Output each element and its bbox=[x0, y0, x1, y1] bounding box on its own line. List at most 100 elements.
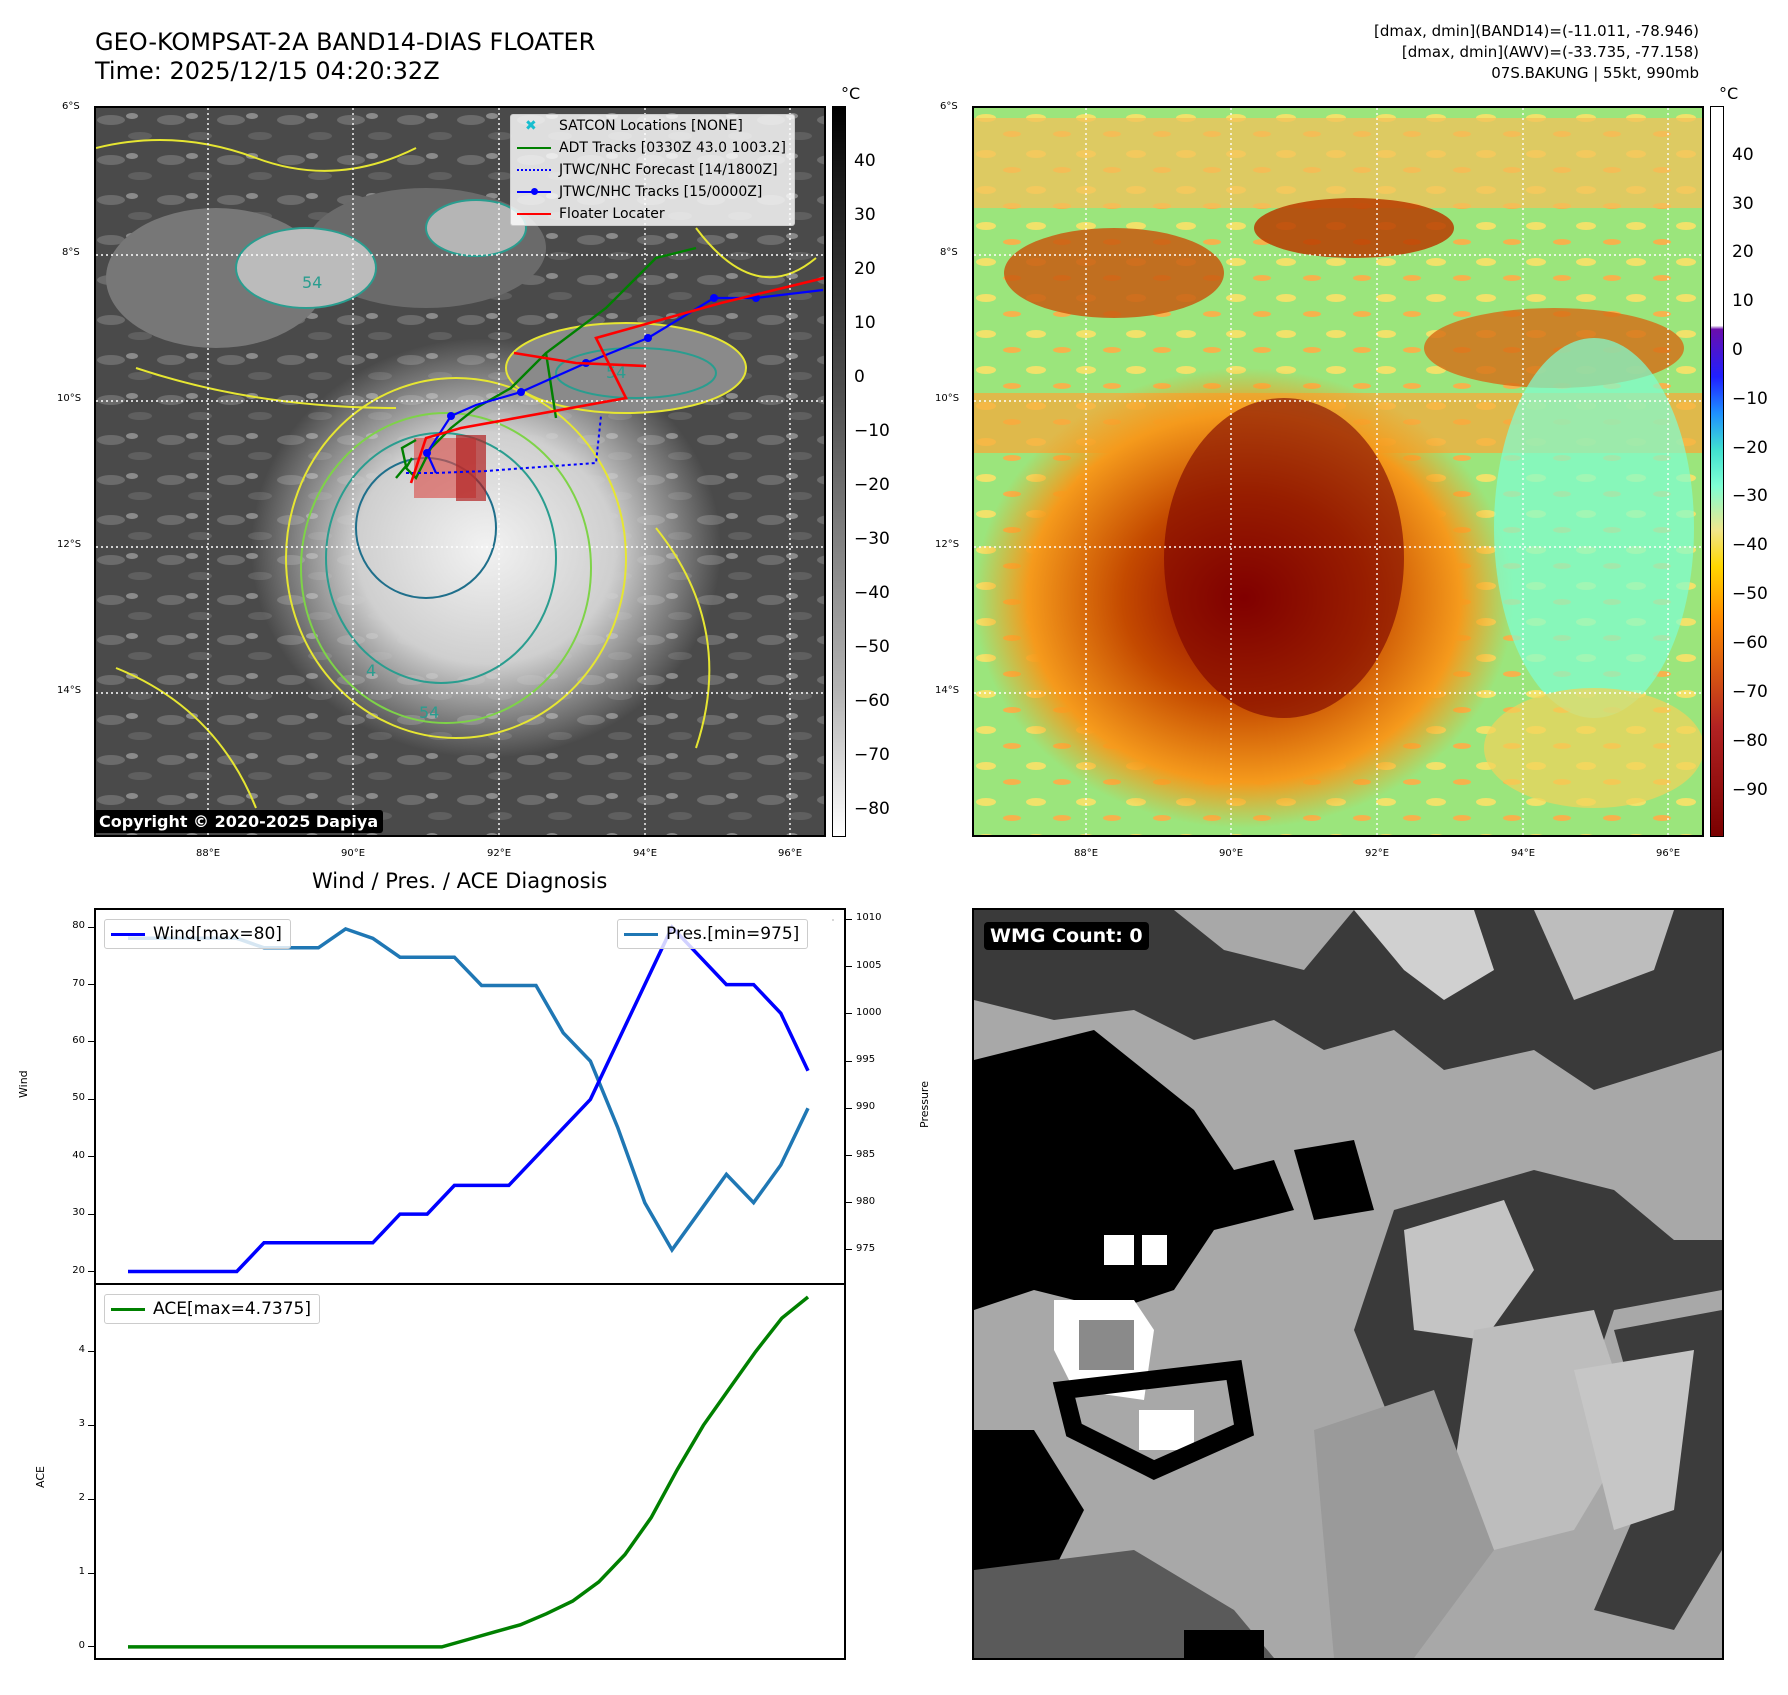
legend-swatch bbox=[517, 169, 551, 171]
ace-legend: ACE[max=4.7375] bbox=[104, 1294, 320, 1324]
pressure-legend-box: Pres.[min=975] bbox=[617, 919, 809, 949]
legend-entry-jtwc-forecast: JTWC/NHC Forecast [14/1800Z] bbox=[511, 159, 794, 181]
info-band14: [dmax, dmin](BAND14)=(-11.011, -78.946) bbox=[1374, 22, 1699, 40]
legend-entry-jtwc-tracks: JTWC/NHC Tracks [15/0000Z] bbox=[511, 181, 794, 203]
colorbar-tick: −60 bbox=[1732, 633, 1768, 653]
info-storm: 07S.BAKUNG | 55kt, 990mb bbox=[1491, 64, 1699, 82]
colorbar-tick: 10 bbox=[854, 313, 876, 333]
colorbar-tick: −40 bbox=[854, 583, 890, 603]
ace-svg bbox=[128, 1295, 810, 1649]
lon-tick: 92°E bbox=[487, 848, 512, 859]
colorbar-tick: −60 bbox=[854, 691, 890, 711]
tick-mark bbox=[846, 1249, 852, 1251]
figure-title: GEO-KOMPSAT-2A BAND14-DIAS FLOATER bbox=[95, 28, 596, 56]
contour-label: 54 bbox=[302, 273, 322, 292]
colorbar-tick: −30 bbox=[1732, 486, 1768, 506]
contour-label: 54 bbox=[419, 703, 439, 722]
lon-tick: 88°E bbox=[1074, 848, 1099, 859]
lon-tick: 88°E bbox=[196, 848, 221, 859]
colorbar-tick: −30 bbox=[854, 529, 890, 549]
colorbar-tick: −20 bbox=[1732, 438, 1768, 458]
lon-tick: 94°E bbox=[1511, 848, 1536, 859]
colorbar-tick: 0 bbox=[854, 367, 865, 387]
legend-entry-floater: Floater Locater bbox=[511, 203, 794, 225]
legend-swatch bbox=[111, 933, 145, 936]
wind-series-line bbox=[128, 924, 810, 1274]
ir-colorbar-unit: °C bbox=[841, 84, 861, 103]
colorbar-tick: −80 bbox=[854, 799, 890, 819]
ace-axis-label: ACE bbox=[34, 1466, 47, 1488]
legend-swatch bbox=[111, 1308, 145, 1311]
pressure-tick-label: 995 bbox=[856, 1054, 876, 1066]
tick-mark bbox=[88, 1041, 94, 1043]
pressure-series-line bbox=[128, 926, 810, 1254]
ir-map-legend: ✖ SATCON Locations [NONE] ADT Tracks [03… bbox=[510, 114, 795, 226]
colorbar-tick: 0 bbox=[1732, 340, 1743, 360]
tick-mark bbox=[88, 1156, 94, 1158]
tick-mark bbox=[88, 1646, 94, 1648]
info-awv: [dmax, dmin](AWV)=(-33.735, -77.158) bbox=[1401, 43, 1699, 61]
ir-satellite-image: 54 54 54 4 bbox=[96, 108, 824, 835]
tick-mark bbox=[846, 1107, 852, 1109]
ace-tick-label: 3 bbox=[78, 1418, 85, 1430]
ir-colorbar bbox=[832, 106, 846, 837]
colorbar-tick: 40 bbox=[1732, 145, 1754, 165]
pressure-tick-label: 1000 bbox=[856, 1006, 882, 1018]
legend-swatch bbox=[517, 147, 551, 149]
lat-tick: 8°S bbox=[940, 247, 958, 258]
pressure-axis-label: Pressure bbox=[918, 1081, 931, 1128]
pressure-tick-label: 980 bbox=[856, 1195, 876, 1207]
lat-tick: 8°S bbox=[62, 247, 80, 258]
wind-tick-label: 60 bbox=[72, 1034, 85, 1046]
colorbar-tick: −80 bbox=[1732, 731, 1768, 751]
colorbar-tick: 20 bbox=[1732, 242, 1754, 262]
pressure-legend bbox=[832, 919, 834, 921]
wind-tick-label: 20 bbox=[72, 1264, 85, 1276]
lat-tick: 10°S bbox=[57, 393, 82, 404]
tick-mark bbox=[88, 926, 94, 928]
lon-tick: 96°E bbox=[1656, 848, 1681, 859]
colorbar-tick: −50 bbox=[1732, 584, 1768, 604]
dot-marker-icon bbox=[531, 188, 538, 195]
wind-pressure-svg bbox=[128, 924, 810, 1274]
ace-tick-label: 1 bbox=[78, 1566, 85, 1578]
diagnosis-title: Wind / Pres. / ACE Diagnosis bbox=[312, 869, 608, 893]
ace-tick-label: 0 bbox=[78, 1639, 85, 1651]
colorbar-tick: 10 bbox=[1732, 291, 1754, 311]
legend-swatch bbox=[517, 213, 551, 215]
tick-mark bbox=[846, 1013, 852, 1015]
lon-tick: 90°E bbox=[1219, 848, 1244, 859]
colorbar-tick: 30 bbox=[854, 205, 876, 225]
legend-entry-adt: ADT Tracks [0330Z 43.0 1003.2] bbox=[511, 137, 794, 159]
wind-axis-label: Wind bbox=[17, 1070, 30, 1098]
wind-tick-label: 50 bbox=[72, 1092, 85, 1104]
ace-tick-label: 4 bbox=[78, 1344, 85, 1356]
lat-tick: 14°S bbox=[935, 685, 960, 696]
lat-tick: 6°S bbox=[940, 101, 958, 112]
colorbar-tick: −40 bbox=[1732, 535, 1768, 555]
lat-tick: 6°S bbox=[62, 101, 80, 112]
tick-mark bbox=[88, 1271, 94, 1273]
tick-mark bbox=[846, 918, 852, 920]
lat-tick: 14°S bbox=[57, 685, 82, 696]
wmg-image bbox=[974, 910, 1722, 1658]
colorbar-tick: 20 bbox=[854, 259, 876, 279]
tick-mark bbox=[846, 1202, 852, 1204]
colorbar-tick: −70 bbox=[854, 745, 890, 765]
lon-tick: 90°E bbox=[341, 848, 366, 859]
legend-entry-pressure: Pres.[min=975] bbox=[618, 920, 807, 948]
awv-colorbar bbox=[1710, 106, 1724, 837]
tick-mark bbox=[846, 1155, 852, 1157]
awv-map-panel bbox=[972, 106, 1704, 837]
awv-satellite-image bbox=[974, 108, 1702, 835]
legend-swatch bbox=[624, 933, 658, 936]
ace-tick-label: 2 bbox=[78, 1492, 85, 1504]
tick-mark bbox=[88, 984, 94, 986]
tick-mark bbox=[88, 1498, 94, 1500]
tick-mark bbox=[88, 1572, 94, 1574]
wind-legend: Wind[max=80] bbox=[104, 919, 291, 949]
lon-tick: 96°E bbox=[778, 848, 803, 859]
pressure-tick-label: 990 bbox=[856, 1101, 876, 1113]
pressure-tick-label: 975 bbox=[856, 1242, 876, 1254]
awv-colorbar-unit: °C bbox=[1719, 84, 1739, 103]
